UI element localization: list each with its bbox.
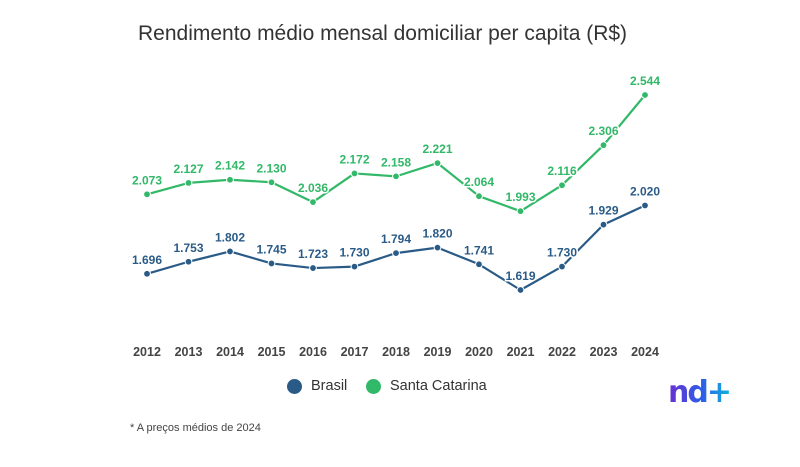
legend-label-brasil: Brasil <box>311 378 348 394</box>
data-label-santa-catarina-2014: 2.142 <box>215 159 245 173</box>
chart-title: Rendimento médio mensal domiciliar per c… <box>138 22 628 45</box>
x-tick-label-2013: 2013 <box>175 345 203 359</box>
data-label-santa-catarina-2021: 1.993 <box>505 190 535 204</box>
data-point-santa-catarina-2015[interactable] <box>267 178 276 187</box>
x-tick-label-2012: 2012 <box>133 345 161 359</box>
data-point-brasil-2019[interactable] <box>433 243 442 252</box>
x-axis-ticks: 2012 2013 2014 2015 2016 2017 2018 2019 2020 2021… <box>133 345 659 359</box>
x-tick-label-2020: 2020 <box>465 345 493 359</box>
x-tick-label-2014: 2014 <box>216 345 244 359</box>
data-point-brasil-2018[interactable] <box>392 249 400 258</box>
data-point-santa-catarina-2023[interactable] <box>599 141 608 150</box>
data-label-brasil-2020: 1.741 <box>464 243 494 257</box>
data-label-brasil-2022: 1.730 <box>547 246 577 260</box>
data-label-santa-catarina-2017: 2.172 <box>339 152 369 166</box>
data-point-brasil-2014[interactable] <box>226 247 234 256</box>
legend-marker-santa-catarina <box>366 378 381 394</box>
data-label-santa-catarina-2020: 2.064 <box>464 175 494 189</box>
data-point-santa-catarina-2024[interactable] <box>641 91 649 99</box>
data-point-santa-catarina-2018[interactable] <box>392 172 400 181</box>
data-point-brasil-2016[interactable] <box>309 264 317 272</box>
data-label-santa-catarina-2023: 2.306 <box>588 124 618 138</box>
data-label-brasil-2014: 1.802 <box>215 230 245 244</box>
data-point-santa-catarina-2013[interactable] <box>184 179 193 187</box>
x-tick-label-2021: 2021 <box>507 345 535 359</box>
data-label-brasil-2021: 1.619 <box>505 269 535 283</box>
series-layer: 1.696 1.753 1.802 1.745 1.723 1.730 1.794 1.820… <box>130 73 662 294</box>
x-tick-label-2023: 2023 <box>590 345 618 359</box>
legend-item-santa-catarina[interactable]: Santa Catarina <box>366 378 487 394</box>
data-label-santa-catarina-2019: 2.221 <box>422 142 452 156</box>
data-label-brasil-2012: 1.696 <box>132 253 162 267</box>
data-point-brasil-2022[interactable] <box>558 262 566 271</box>
series-line-santa-catarina <box>146 94 646 213</box>
series-santa-catarina: 2.073 2.127 2.142 2.130 2.036 2.172 2.158 2.221… <box>130 73 662 216</box>
data-label-santa-catarina-2012: 2.073 <box>132 173 162 187</box>
data-point-brasil-2013[interactable] <box>184 257 193 266</box>
line-chart: 2012 2013 2014 2015 2016 2017 2018 2019 2020 2021… <box>130 73 662 360</box>
data-point-brasil-2021[interactable] <box>516 286 525 294</box>
x-tick-label-2018: 2018 <box>382 345 410 359</box>
legend-marker-brasil <box>287 378 302 394</box>
data-point-santa-catarina-2016[interactable] <box>309 198 317 206</box>
data-label-brasil-2017: 1.730 <box>339 246 369 260</box>
data-point-brasil-2024[interactable] <box>641 201 649 210</box>
data-label-santa-catarina-2016: 2.036 <box>298 181 328 195</box>
data-point-brasil-2023[interactable] <box>599 220 608 229</box>
data-label-brasil-2015: 1.745 <box>256 242 286 256</box>
data-label-brasil-2019: 1.820 <box>422 227 452 241</box>
data-point-santa-catarina-2022[interactable] <box>558 181 566 190</box>
data-label-brasil-2018: 1.794 <box>381 232 411 246</box>
data-point-santa-catarina-2012[interactable] <box>143 190 151 199</box>
data-point-santa-catarina-2014[interactable] <box>226 175 234 184</box>
data-label-brasil-2016: 1.723 <box>298 247 328 261</box>
x-tick-label-2017: 2017 <box>341 345 369 359</box>
data-label-santa-catarina-2018: 2.158 <box>381 155 411 169</box>
data-label-brasil-2023: 1.929 <box>588 204 618 218</box>
data-label-santa-catarina-2024: 2.544 <box>630 74 660 88</box>
x-tick-label-2019: 2019 <box>424 345 452 359</box>
data-label-santa-catarina-2015: 2.130 <box>256 161 286 175</box>
legend-item-brasil[interactable]: Brasil <box>287 378 347 394</box>
nd-plus-logo: nd+ <box>668 375 732 410</box>
data-label-brasil-2013: 1.753 <box>173 241 203 255</box>
data-point-santa-catarina-2019[interactable] <box>433 159 442 167</box>
data-point-brasil-2020[interactable] <box>475 260 483 269</box>
x-tick-label-2022: 2022 <box>548 345 576 359</box>
data-label-santa-catarina-2013: 2.127 <box>173 162 203 176</box>
footnote: * A preços médios de 2024 <box>130 422 261 434</box>
data-point-santa-catarina-2021[interactable] <box>516 207 525 216</box>
x-tick-label-2024: 2024 <box>631 345 659 359</box>
data-point-santa-catarina-2017[interactable] <box>350 169 359 178</box>
data-point-brasil-2017[interactable] <box>350 262 359 271</box>
x-tick-label-2015: 2015 <box>258 345 286 359</box>
data-label-brasil-2024: 2.020 <box>630 184 660 198</box>
series-brasil: 1.696 1.753 1.802 1.745 1.723 1.730 1.794 1.820… <box>130 183 662 294</box>
data-point-santa-catarina-2020[interactable] <box>475 192 483 201</box>
data-label-santa-catarina-2022: 2.116 <box>547 164 577 178</box>
legend-label-santa-catarina: Santa Catarina <box>390 378 487 394</box>
x-tick-label-2016: 2016 <box>299 345 327 359</box>
data-point-brasil-2012[interactable] <box>143 269 151 278</box>
data-point-brasil-2015[interactable] <box>267 259 276 268</box>
legend: Brasil Santa Catarina <box>0 378 800 402</box>
